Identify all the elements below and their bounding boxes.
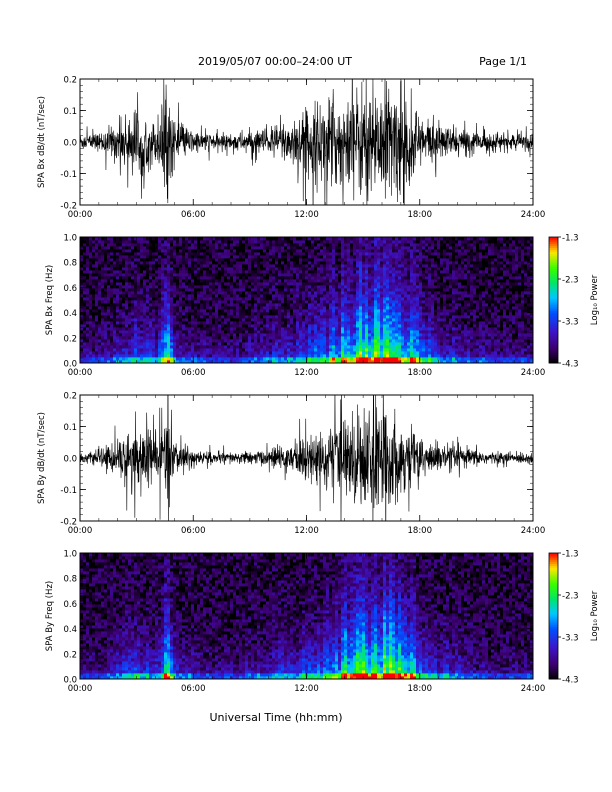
colorbar-tick-label: -1.3 bbox=[562, 234, 579, 244]
y-tick-label: -0.1 bbox=[60, 486, 77, 496]
bx-timeseries-panel: -0.2 -0.1 0.0 0.1 0.2 00:00 06:00 12:00 18:00 24:… bbox=[37, 76, 546, 221]
y-tick-label: 0.2 bbox=[63, 392, 77, 402]
y-tick-label: -0.1 bbox=[60, 170, 77, 180]
colorbar-tick-label: -4.3 bbox=[562, 676, 579, 686]
y-axis-label: SPA Bx Freq (Hz) bbox=[45, 265, 55, 335]
waveform-trace bbox=[80, 395, 533, 521]
y-tick-label: 0.2 bbox=[63, 334, 77, 344]
x-tick-label: 24:00 bbox=[521, 368, 546, 378]
x-tick-label: 12:00 bbox=[294, 684, 319, 694]
bx-spectrogram-panel: -1.3 -2.3 -3.3 -4.3 Log₁₀ Power 0.0 0.2 0.4 0.6 0… bbox=[45, 234, 600, 379]
spectrogram-cells bbox=[80, 553, 533, 679]
y-tick-label: 0.0 bbox=[63, 139, 77, 149]
x-tick-label: 24:00 bbox=[521, 684, 546, 694]
spectrogram-cells bbox=[80, 237, 533, 363]
figure-title: 2019/05/07 00:00–24:00 UT bbox=[198, 55, 352, 68]
y-tick-label: 1.0 bbox=[63, 234, 77, 244]
y-tick-label: 0.0 bbox=[63, 455, 77, 465]
y-axis-label: SPA By Freq (Hz) bbox=[45, 581, 55, 651]
x-tick-label: 00:00 bbox=[68, 526, 93, 536]
x-tick-label: 24:00 bbox=[521, 526, 546, 536]
by-spectrogram-panel: -1.3 -2.3 -3.3 -4.3 Log₁₀ Power 0.0 0.2 0.4 0.6 0… bbox=[45, 550, 600, 695]
y-tick-label: 0.4 bbox=[63, 625, 77, 635]
y-tick-label: 0.6 bbox=[63, 600, 77, 610]
x-tick-label: 12:00 bbox=[294, 368, 319, 378]
y-tick-label: 0.0 bbox=[63, 676, 77, 686]
x-tick-label: 06:00 bbox=[181, 210, 206, 220]
y-tick-label: -0.2 bbox=[60, 518, 77, 528]
x-tick-label: 12:00 bbox=[294, 526, 319, 536]
x-tick-label: 18:00 bbox=[408, 368, 433, 378]
y-tick-label: 0.1 bbox=[63, 107, 77, 117]
x-tick-label: 06:00 bbox=[181, 368, 206, 378]
colorbar-label: Log₁₀ Power bbox=[590, 590, 600, 641]
y-tick-label: -0.2 bbox=[60, 202, 77, 212]
x-tick-label: 18:00 bbox=[408, 684, 433, 694]
y-tick-label: 0.4 bbox=[63, 309, 77, 319]
y-tick-label: 0.8 bbox=[63, 259, 77, 269]
y-tick-label: 1.0 bbox=[63, 550, 77, 560]
x-tick-label: 06:00 bbox=[181, 526, 206, 536]
colorbar-tick-label: -2.3 bbox=[562, 276, 579, 286]
waveform-trace bbox=[80, 79, 533, 205]
y-tick-label: 0.8 bbox=[63, 575, 77, 585]
page-label: Page 1/1 bbox=[479, 55, 527, 68]
y-tick-label: 0.1 bbox=[63, 423, 77, 433]
y-tick-label: 0.0 bbox=[63, 360, 77, 370]
colorbar-tick-label: -2.3 bbox=[562, 592, 579, 602]
y-axis-label: SPA Bx dB/dt (nT/sec) bbox=[37, 96, 47, 188]
colorbar: -1.3 -2.3 -3.3 -4.3 Log₁₀ Power bbox=[548, 550, 600, 686]
x-tick-label: 06:00 bbox=[181, 684, 206, 694]
colorbar-label: Log₁₀ Power bbox=[590, 274, 600, 325]
colorbar-tick-label: -1.3 bbox=[562, 550, 579, 560]
x-axis-title: Universal Time (hh:mm) bbox=[210, 711, 343, 724]
x-tick-label: 18:00 bbox=[408, 210, 433, 220]
y-tick-label: 0.2 bbox=[63, 650, 77, 660]
by-timeseries-panel: -0.2 -0.1 0.0 0.1 0.2 00:00 06:00 12:00 18:00 24:… bbox=[37, 392, 546, 537]
x-tick-label: 24:00 bbox=[521, 210, 546, 220]
y-tick-label: 0.6 bbox=[63, 284, 77, 294]
colorbar-tick-label: -3.3 bbox=[562, 634, 579, 644]
x-tick-label: 00:00 bbox=[68, 210, 93, 220]
colorbar: -1.3 -2.3 -3.3 -4.3 Log₁₀ Power bbox=[548, 234, 600, 370]
x-tick-label: 12:00 bbox=[294, 210, 319, 220]
y-tick-label: 0.2 bbox=[63, 76, 77, 86]
x-tick-label: 00:00 bbox=[68, 684, 93, 694]
y-axis-label: SPA By dB/dt (nT/sec) bbox=[37, 412, 47, 504]
x-tick-label: 00:00 bbox=[68, 368, 93, 378]
colorbar-tick-label: -4.3 bbox=[562, 360, 579, 370]
x-tick-label: 18:00 bbox=[408, 526, 433, 536]
colorbar-tick-label: -3.3 bbox=[562, 318, 579, 328]
